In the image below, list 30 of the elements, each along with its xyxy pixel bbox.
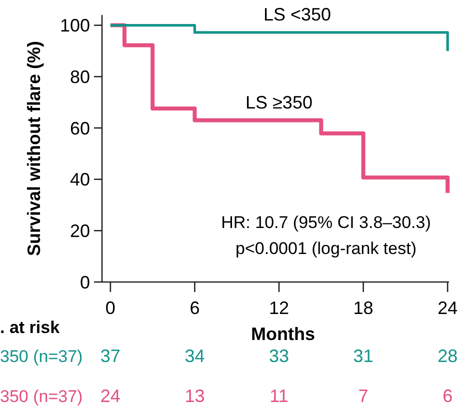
y-tick-label: 20 [70, 220, 90, 241]
text: 350 (n=37) [0, 387, 83, 406]
y-tick-label: 100 [60, 16, 90, 36]
y-tick-label: 40 [70, 170, 90, 190]
text: 6 [442, 386, 453, 406]
x-tick-label: 0 [105, 298, 116, 318]
text: 34 [184, 346, 205, 366]
text: 24 [100, 386, 120, 406]
text: 350 (n=37) [0, 347, 83, 366]
text: 13 [184, 386, 205, 406]
x-axis-title: Months [251, 324, 315, 344]
x-tick-label: 24 [438, 298, 458, 318]
y-axis-title: Survival without flare (%) [24, 40, 44, 256]
annotation: p<0.0001 (log-rank test) [236, 239, 416, 258]
y-tick-label: 80 [70, 66, 90, 87]
text: 37 [100, 346, 120, 366]
y-tick-label: 60 [70, 118, 90, 138]
series-label: LS ≥350 [246, 92, 312, 112]
text: 11 [270, 386, 288, 406]
y-tick-label: 0 [80, 272, 90, 292]
x-tick-label: 12 [268, 298, 290, 318]
x-tick-label: 18 [353, 298, 374, 318]
text: 28 [438, 346, 458, 366]
x-tick-label: 6 [190, 298, 200, 318]
series-label: LS <350 [263, 4, 332, 24]
text: 31 [353, 346, 374, 366]
text: . at risk [0, 318, 60, 337]
annotation: HR: 10.7 (95% CI 3.8–30.3) [221, 213, 431, 232]
text: 7 [358, 386, 368, 406]
text: 33 [268, 346, 290, 366]
